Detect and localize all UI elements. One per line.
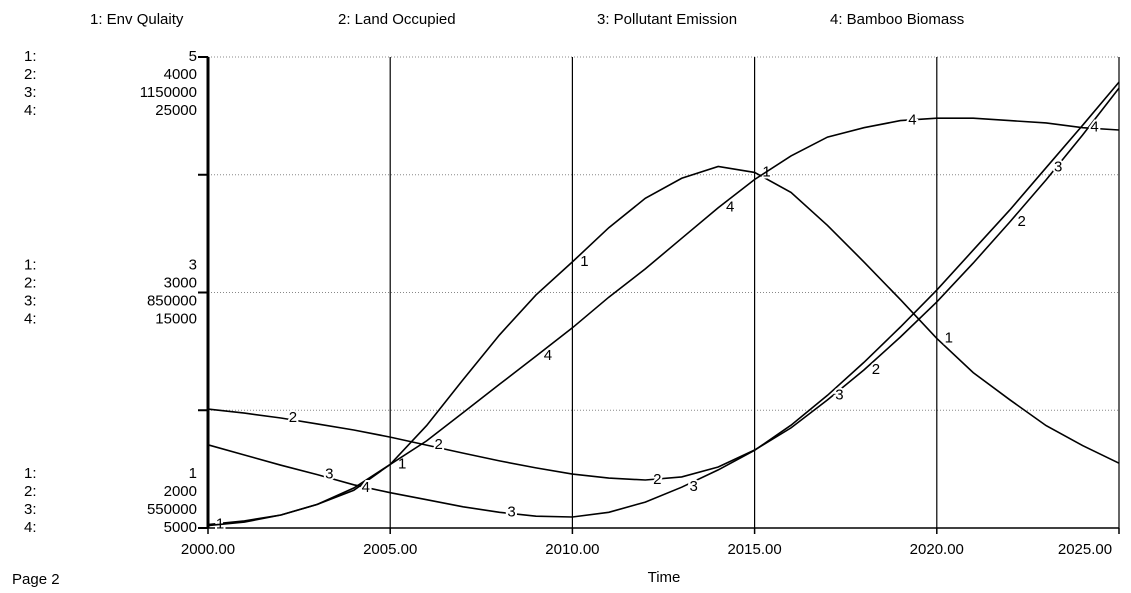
y-axis-prefix: 4: <box>24 519 37 536</box>
legend-label: 3: Pollutant Emission <box>597 11 737 28</box>
y-tick-label: 2000 <box>164 483 197 500</box>
legend-label: 2: Land Occupied <box>338 11 456 28</box>
y-tick-label: 550000 <box>147 501 197 518</box>
y-tick-label: 25000 <box>155 102 197 119</box>
y-tick-label: 1150000 <box>140 84 197 101</box>
series-marker: 4 <box>544 347 552 364</box>
y-tick-label: 850000 <box>147 292 197 309</box>
series-marker: 3 <box>690 478 698 495</box>
series-marker: 3 <box>1054 159 1062 176</box>
y-tick-label: 3 <box>189 256 197 273</box>
y-tick-label: 15000 <box>155 310 197 327</box>
x-tick-label: 2025.00 <box>1058 541 1112 558</box>
y-axis-prefix: 2: <box>24 483 37 500</box>
x-axis-label: Time <box>648 569 681 586</box>
x-tick-label: 2015.00 <box>727 541 781 558</box>
y-tick-label: 5 <box>189 48 197 65</box>
series-marker: 3 <box>507 503 515 520</box>
series-marker: 3 <box>835 386 843 403</box>
legend-label: 4: Bamboo Biomass <box>830 11 964 28</box>
series-marker: 4 <box>1090 119 1098 136</box>
y-axis-prefix: 4: <box>24 310 37 327</box>
x-tick-label: 2010.00 <box>545 541 599 558</box>
y-axis-prefix: 1: <box>24 48 37 65</box>
y-axis-prefix: 4: <box>24 102 37 119</box>
series-marker: 4 <box>726 199 734 216</box>
series-marker: 2 <box>289 409 297 426</box>
series-line <box>207 117 1120 527</box>
series-marker: 1 <box>580 253 588 270</box>
y-axis-prefix: 1: <box>24 465 37 482</box>
y-axis-prefix: 2: <box>24 66 37 83</box>
y-tick-label: 1 <box>189 465 197 482</box>
series-marker: 2 <box>653 471 661 488</box>
series-line <box>207 87 1120 481</box>
y-axis-prefix: 3: <box>24 84 37 101</box>
series-line <box>207 81 1120 518</box>
series-marker: 4 <box>908 112 916 129</box>
x-tick-label: 2005.00 <box>363 541 417 558</box>
y-axis-prefix: 2: <box>24 274 37 291</box>
series-marker: 1 <box>945 329 953 346</box>
series-marker: 2 <box>1018 213 1026 230</box>
series-marker: 4 <box>362 479 370 496</box>
page-label: Page 2 <box>12 571 60 588</box>
series-line <box>207 165 1120 526</box>
y-axis-prefix: 3: <box>24 292 37 309</box>
y-axis-prefix: 3: <box>24 501 37 518</box>
series-marker: 2 <box>872 361 880 378</box>
x-tick-label: 2000.00 <box>181 541 235 558</box>
legend-label: 1: Env Qulaity <box>90 11 184 28</box>
y-tick-label: 4000 <box>164 66 197 83</box>
y-tick-label: 5000 <box>164 519 197 536</box>
y-axis-prefix: 1: <box>24 256 37 273</box>
x-tick-label: 2020.00 <box>910 541 964 558</box>
series-marker: 3 <box>325 466 333 483</box>
y-tick-label: 3000 <box>164 274 197 291</box>
series-marker: 2 <box>434 436 442 453</box>
